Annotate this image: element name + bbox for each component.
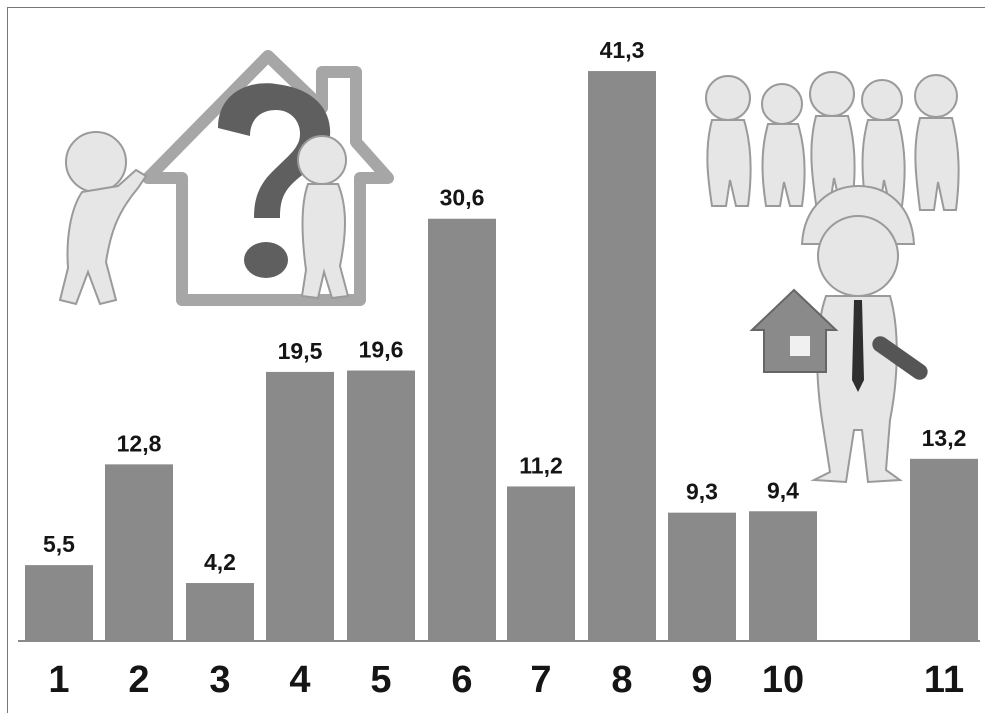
value-label-5: 19,6 (359, 337, 404, 363)
value-label-3: 4,2 (204, 549, 236, 575)
value-label-1: 5,5 (43, 531, 75, 557)
category-label-10: 10 (762, 659, 804, 701)
value-label-6: 30,6 (440, 185, 485, 211)
bar-9 (668, 512, 736, 641)
bar-3 (186, 583, 254, 641)
category-label-1: 1 (48, 659, 69, 701)
chart-frame (7, 7, 985, 713)
bar-1 (25, 565, 93, 641)
builder-with-house-and-team-icon (705, 71, 960, 484)
bar-2 (105, 464, 173, 641)
bar-5 (347, 370, 415, 641)
bar-10 (749, 511, 817, 641)
bar-7 (507, 486, 575, 641)
value-label-10: 9,4 (767, 477, 799, 503)
category-label-5: 5 (370, 659, 391, 701)
category-label-8: 8 (611, 659, 632, 701)
category-label-4: 4 (289, 659, 310, 701)
category-label-6: 6 (451, 659, 472, 701)
category-label-7: 7 (530, 659, 551, 701)
value-label-8: 41,3 (600, 37, 645, 63)
house-question-figures-icon (58, 50, 394, 306)
category-label-9: 9 (691, 659, 712, 701)
bar-4 (266, 371, 334, 641)
bar-11 (910, 458, 978, 641)
value-label-2: 12,8 (117, 430, 162, 456)
value-label-9: 9,3 (686, 479, 718, 505)
value-label-7: 11,2 (519, 452, 563, 478)
category-label-11: 11 (924, 659, 964, 701)
bar-8 (588, 71, 656, 641)
category-label-3: 3 (209, 659, 230, 701)
bar-6 (428, 218, 496, 641)
value-label-11: 13,2 (922, 425, 967, 451)
value-label-4: 19,5 (278, 338, 323, 364)
category-label-2: 2 (128, 659, 149, 701)
